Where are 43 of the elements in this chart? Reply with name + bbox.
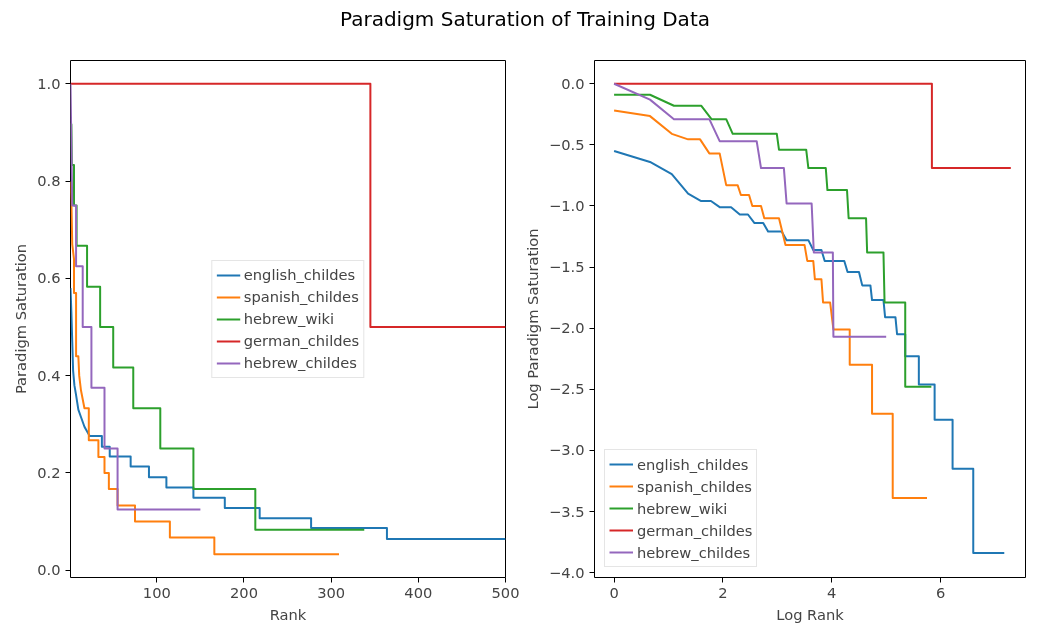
x-tick-label: 400 <box>404 583 433 601</box>
legend-label: german_childes <box>243 332 360 349</box>
y-tick-label: −1.5 <box>548 258 585 276</box>
x-tick-label: 2 <box>718 583 728 601</box>
y-tick-label: 0.0 <box>37 561 61 579</box>
x-axis-title: Rank <box>269 605 307 623</box>
legend-label: spanish_childes <box>637 477 752 495</box>
y-axis-title: Paradigm Saturation <box>12 243 30 395</box>
y-axis-title: Log Paradigm Saturation <box>523 228 541 410</box>
y-tick-label: −0.5 <box>548 135 585 153</box>
legend-label: english_childes <box>637 455 749 473</box>
legend-label: hebrew_wiki <box>637 499 728 517</box>
x-tick-label: 500 <box>491 583 520 601</box>
x-tick-label: 200 <box>229 583 258 601</box>
y-tick-label: 0.0 <box>561 74 585 92</box>
chart-title: Paradigm Saturation of Training Data <box>340 6 710 33</box>
x-tick-label: 6 <box>935 583 946 601</box>
legend-label: hebrew_childes <box>243 354 357 371</box>
line-series <box>70 287 506 541</box>
x-axis-title: Log Rank <box>776 605 845 623</box>
legend-label: german_childes <box>637 521 753 539</box>
y-tick-label: 0.2 <box>37 463 61 481</box>
y-tick-label: 0.6 <box>37 269 61 287</box>
line-series <box>613 109 928 500</box>
legend-label: spanish_childes <box>243 288 359 305</box>
x-tick-label: 4 <box>827 583 837 601</box>
y-tick-label: 1.0 <box>37 74 61 92</box>
x-tick-label: 300 <box>317 583 346 601</box>
y-tick-label: −3.5 <box>548 502 585 520</box>
line-series <box>613 82 888 338</box>
y-tick-label: 0.8 <box>37 172 61 190</box>
y-tick-label: −4.0 <box>548 563 585 581</box>
y-tick-label: −1.0 <box>548 196 585 214</box>
legend-label: hebrew_childes <box>637 543 751 561</box>
y-tick-label: 0.4 <box>37 366 61 384</box>
x-tick-label: 0 <box>609 583 619 601</box>
legend-label: hebrew_wiki <box>243 310 335 327</box>
y-tick-label: −2.0 <box>548 319 585 337</box>
x-tick-label: 100 <box>142 583 171 601</box>
legend-label: english_childes <box>243 266 356 283</box>
line-series <box>613 93 933 388</box>
y-tick-label: −2.5 <box>548 380 585 398</box>
y-tick-label: −3.0 <box>548 441 585 459</box>
